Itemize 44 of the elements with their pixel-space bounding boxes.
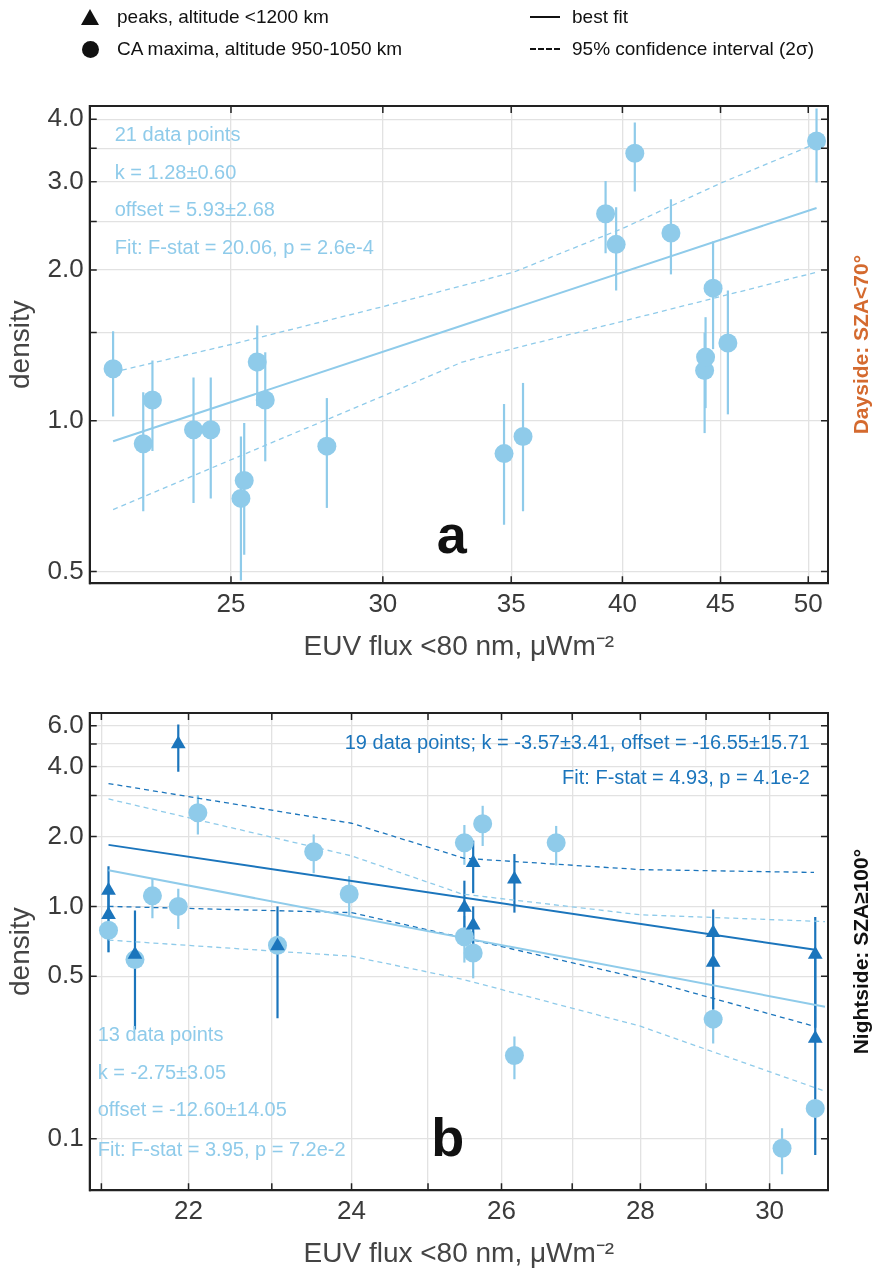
y-tick-label: 2.0 xyxy=(47,253,84,284)
y2-axis-title: Dayside: SZA<70° xyxy=(848,254,872,435)
x-tick-label: 30 xyxy=(368,587,398,618)
x-tick-label: 25 xyxy=(216,587,246,618)
y-tick-label: 1.0 xyxy=(47,889,84,920)
x-tick-label: 24 xyxy=(337,1194,366,1225)
annotation: 19 data points; k = -3.57±3.41, offset = -16.55±15.71 xyxy=(344,730,810,753)
annotation: 13 data points xyxy=(97,1022,224,1045)
x-tick-label: 35 xyxy=(496,587,526,618)
annotation: 21 data points xyxy=(114,122,241,145)
y-tick-label: 1.0 xyxy=(47,403,84,434)
x-axis-title: EUV flux <80 nm, μWm⁻² xyxy=(303,629,615,661)
annotation: b xyxy=(431,1106,465,1167)
y-tick-label: 6.0 xyxy=(47,708,84,739)
y2-axis-title: Nightside: SZA≥100° xyxy=(848,848,872,1055)
x-tick-label: 45 xyxy=(706,587,735,618)
text: peaks, altitude <1200 km xyxy=(117,6,329,28)
y-tick-label: 0.1 xyxy=(47,1121,84,1152)
x-tick-label: 26 xyxy=(487,1194,516,1225)
text: CA maxima, altitude 950-1050 km xyxy=(117,38,403,60)
annotation: Fit: F-stat = 3.95, p = 7.2e-2 xyxy=(97,1137,346,1160)
x-axis-title: EUV flux <80 nm, μWm⁻² xyxy=(303,1236,615,1268)
y-tick-label: 0.5 xyxy=(47,959,84,990)
y-axis-title: density xyxy=(3,300,35,389)
y-tick-label: 4.0 xyxy=(47,102,84,133)
y-tick-label: 2.0 xyxy=(47,819,84,850)
y-tick-label: 0.5 xyxy=(47,554,84,585)
y-tick-label: 3.0 xyxy=(47,164,84,195)
text: 95% confidence interval (2σ) xyxy=(572,38,814,60)
x-tick-label: 28 xyxy=(625,1194,655,1225)
x-tick-label: 30 xyxy=(755,1194,785,1225)
annotation: offset = -12.60±14.05 xyxy=(97,1097,287,1120)
annotation: Fit: F-stat = 4.93, p = 4.1e-2 xyxy=(562,765,810,788)
x-tick-label: 22 xyxy=(174,1194,203,1225)
y-tick-label: 4.0 xyxy=(47,749,84,780)
annotation: k = 1.28±0.60 xyxy=(114,160,237,183)
text: best fit xyxy=(572,6,628,28)
annotation: a xyxy=(436,503,468,564)
y-axis-title: density xyxy=(3,907,35,996)
x-tick-label: 50 xyxy=(793,587,823,618)
annotation: Fit: F-stat = 20.06, p = 2.6e-4 xyxy=(114,235,374,258)
annotation: k = -2.75±3.05 xyxy=(97,1060,227,1083)
x-tick-label: 40 xyxy=(607,587,637,618)
annotation: offset = 5.93±2.68 xyxy=(114,197,275,220)
